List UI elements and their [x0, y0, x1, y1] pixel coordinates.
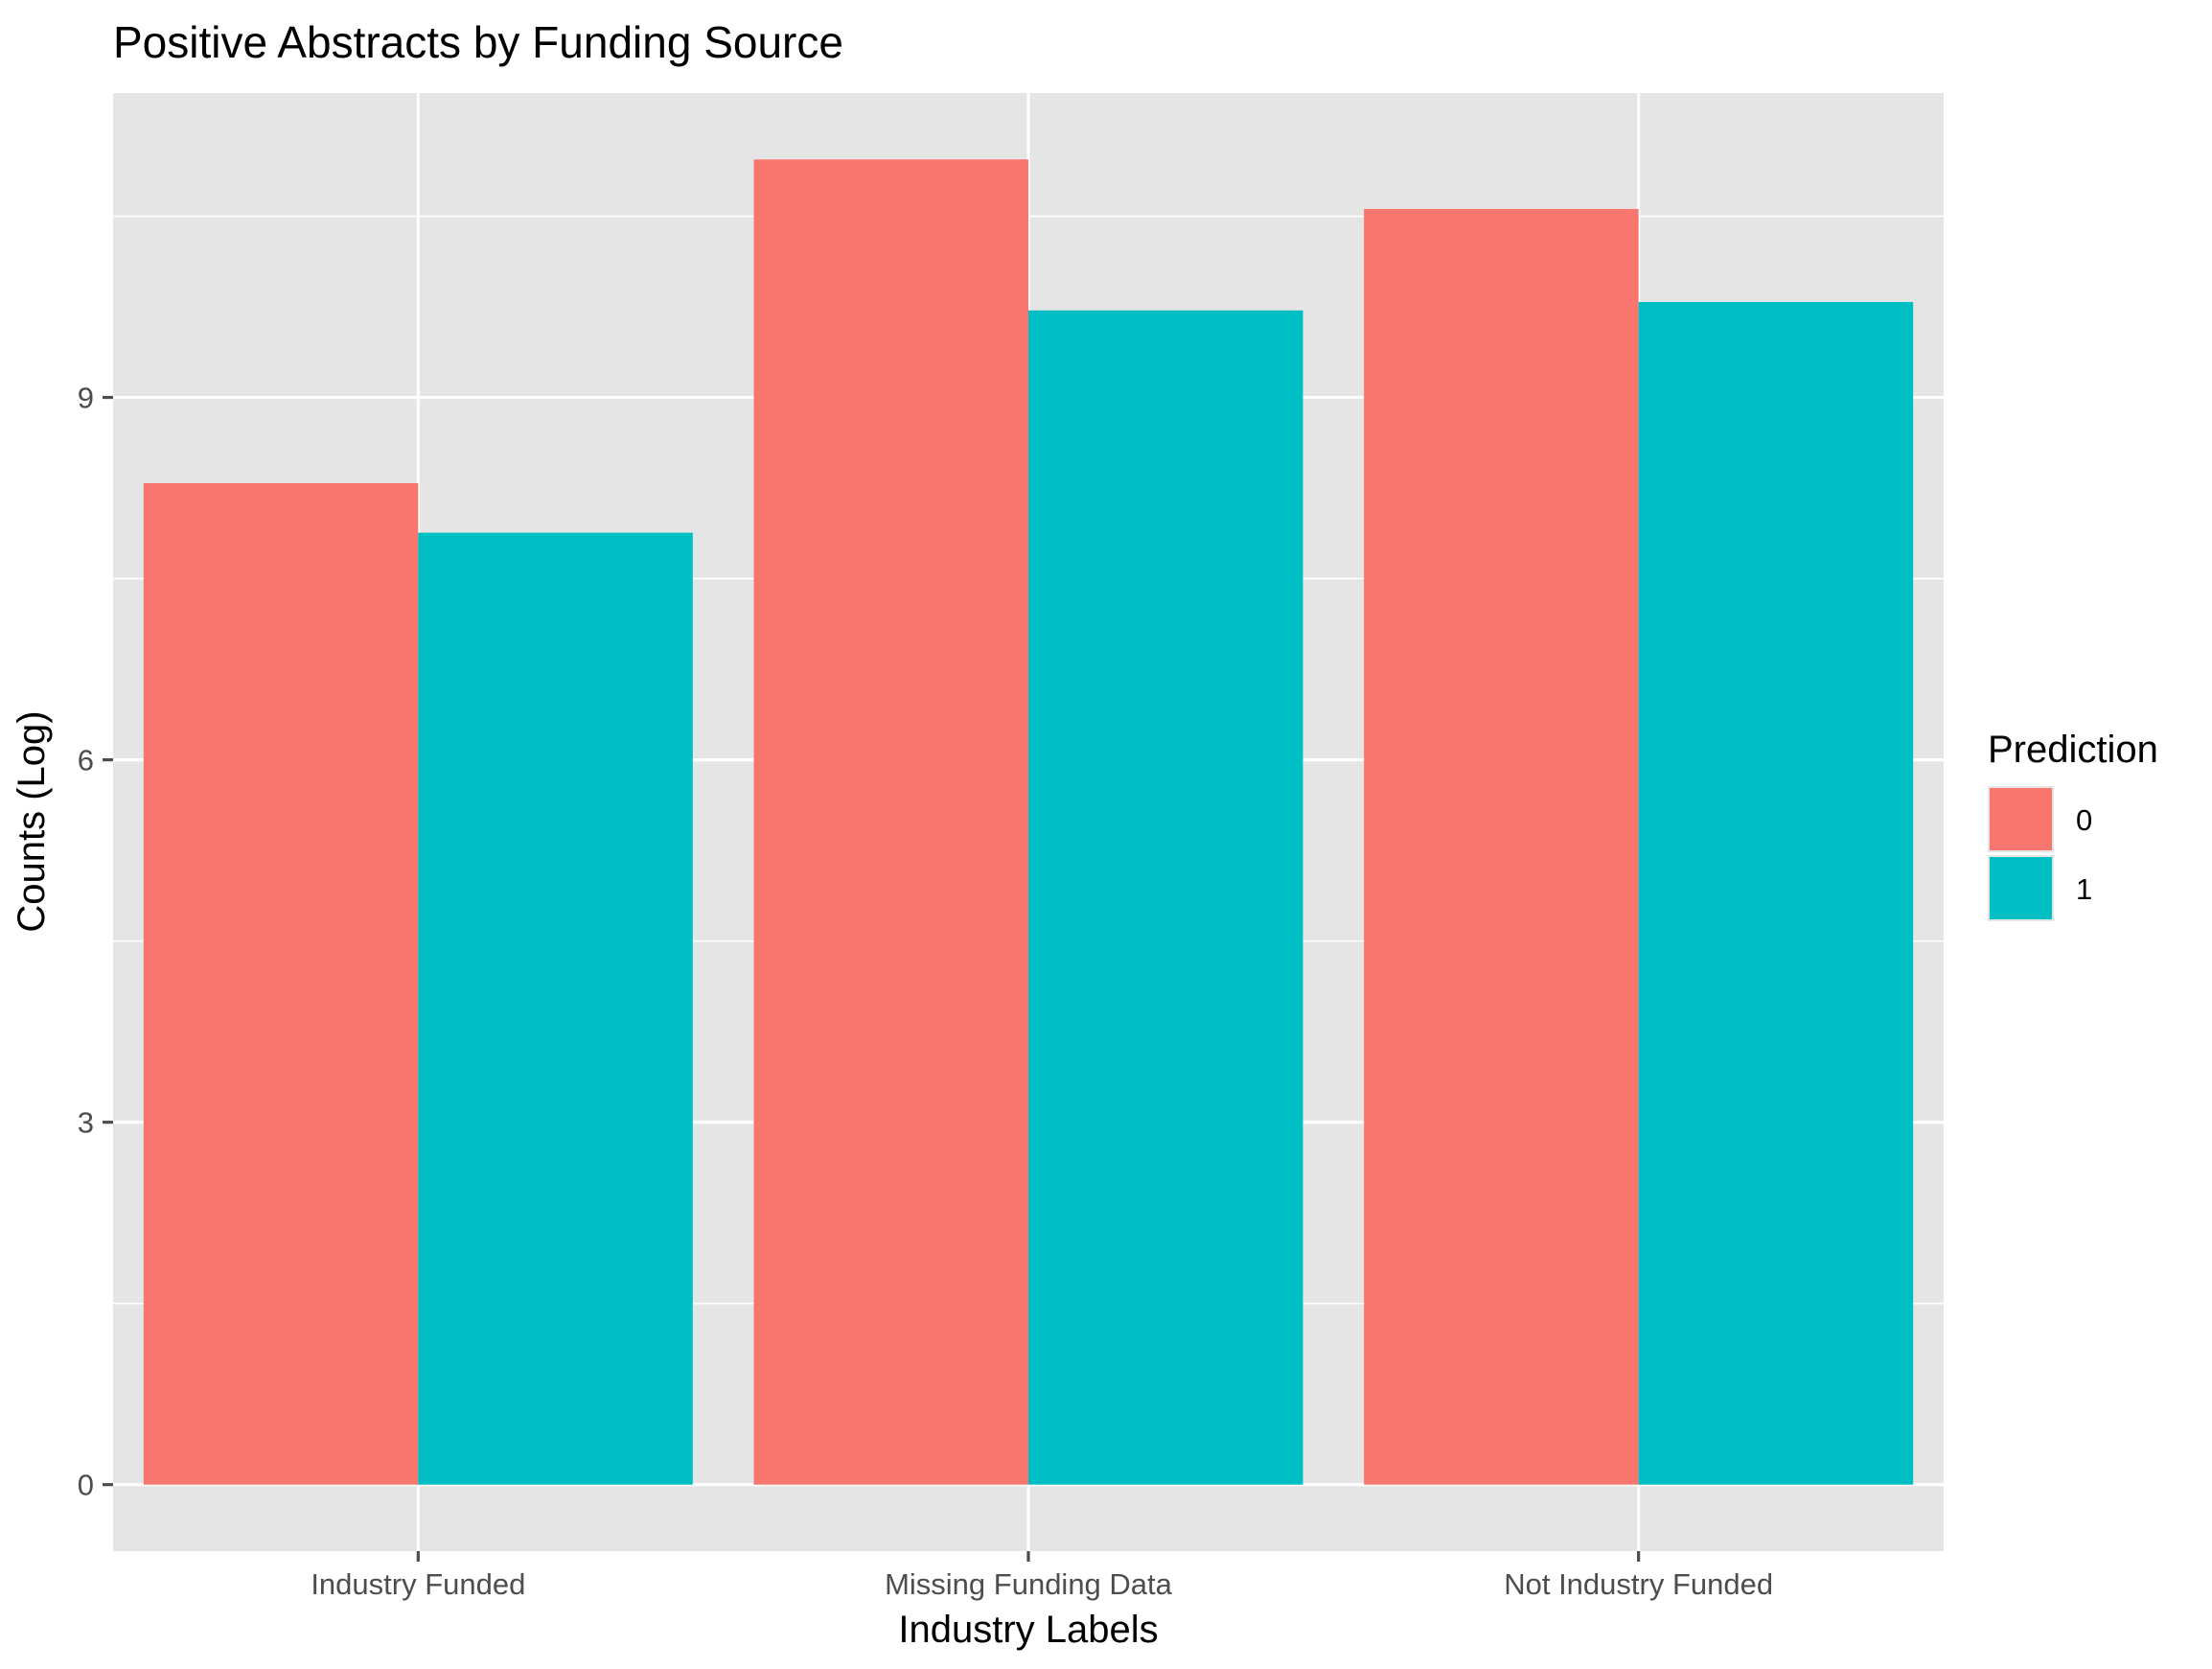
- legend-label-0: 0: [2076, 803, 2092, 837]
- y-tick-label-0: 0: [78, 1469, 94, 1502]
- y-axis-title: Counts (Log): [11, 710, 53, 932]
- bar-1-series-0: [143, 483, 419, 1485]
- legend-label-1: 1: [2076, 872, 2092, 906]
- bar-2-series-1: [1028, 310, 1303, 1485]
- x-tick-label-2: Not Industry Funded: [1504, 1567, 1773, 1601]
- bar-1-series-1: [418, 532, 693, 1485]
- legend-swatch-0: [1990, 788, 2052, 850]
- x-axis-title: Industry Labels: [898, 1609, 1158, 1651]
- bar-2-series-0: [753, 159, 1028, 1485]
- x-axis: Industry Funded Missing Funding Data Not I…: [311, 1551, 1773, 1601]
- bars: [143, 159, 1914, 1485]
- legend-title: Prediction: [1988, 729, 2158, 771]
- y-tick-label-3: 9: [78, 382, 94, 415]
- chart-title: Positive Abstracts by Funding Source: [113, 17, 843, 67]
- y-tick-label-1: 3: [78, 1106, 94, 1140]
- legend: Prediction 0 1: [1988, 729, 2158, 921]
- y-tick-label-2: 6: [78, 744, 94, 777]
- bar-3-series-0: [1364, 208, 1639, 1485]
- y-axis: 0 3 6 9: [78, 382, 113, 1502]
- legend-swatch-1: [1990, 857, 2052, 919]
- x-tick-label-1: Missing Funding Data: [885, 1567, 1173, 1601]
- bar-3-series-1: [1638, 302, 1914, 1485]
- x-tick-label-0: Industry Funded: [311, 1567, 525, 1601]
